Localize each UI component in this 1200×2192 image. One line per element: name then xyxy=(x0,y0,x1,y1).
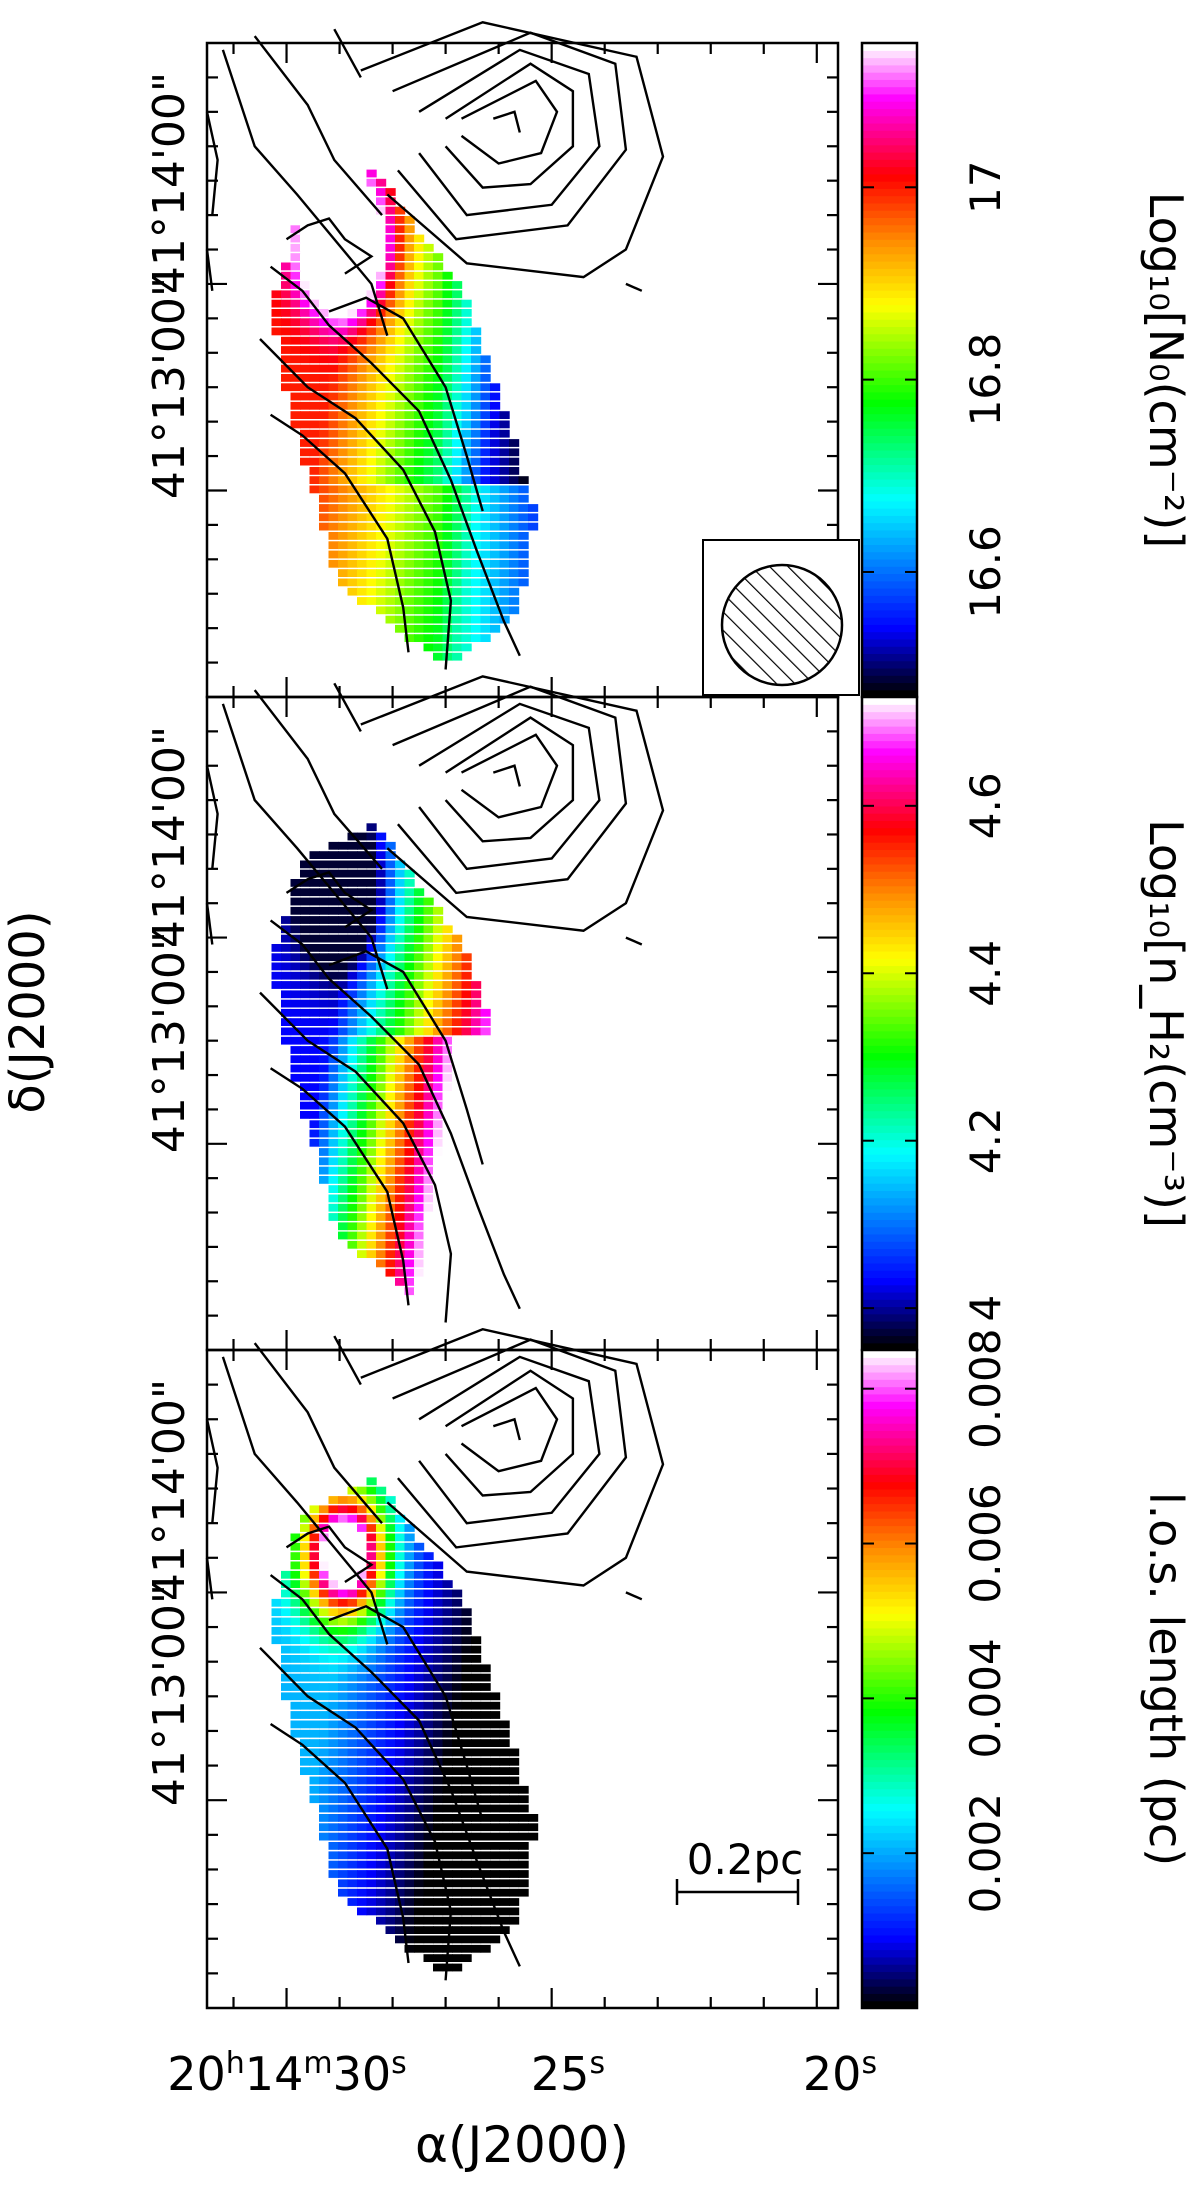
contour-line xyxy=(418,1355,601,1525)
contour-line xyxy=(269,919,521,1310)
colorbar-tick-label: 16.8 xyxy=(961,333,1010,427)
contour-line xyxy=(625,936,643,946)
y-tick-label: 41°13'00" xyxy=(144,931,195,1153)
colorbar-tick-label: 0.008 xyxy=(961,1329,1010,1449)
contour-line xyxy=(444,1369,575,1497)
colorbar-label: Log₁₀[N₀(cm⁻²)] xyxy=(1139,192,1193,549)
y-tick-label: 41°14'00" xyxy=(144,72,195,294)
colorbar-tick-label: 0.006 xyxy=(961,1483,1010,1603)
contour-line xyxy=(259,991,453,1323)
contour-line xyxy=(460,733,559,819)
beam-box xyxy=(702,539,860,696)
colorbar-nH2: 4 4.2 4.4 4.6 Log₁₀[n_H₂(cm⁻³)] xyxy=(860,695,1193,1352)
contour-line xyxy=(444,62,575,189)
y-tick-label: 41°14'00" xyxy=(144,1379,195,1601)
colorbar-tick-label: 4.4 xyxy=(961,940,1010,1007)
panel-frame xyxy=(205,1348,840,2010)
contour-line xyxy=(205,111,219,216)
contour-line xyxy=(269,1067,410,1306)
scale-bar-label: 0.2pc xyxy=(687,1835,804,1884)
contour-line xyxy=(285,1525,374,1584)
contour-line xyxy=(328,296,484,512)
colorbar-tick-label: 16.6 xyxy=(961,525,1010,619)
contour-line xyxy=(360,21,665,279)
contour-line xyxy=(259,1646,453,1981)
contours-N0 xyxy=(205,21,665,670)
contour-line xyxy=(259,338,453,670)
heatmap-nH2 xyxy=(271,823,539,1314)
contour-line xyxy=(221,703,389,990)
heatmap-los xyxy=(271,1477,539,1972)
panel-ticks xyxy=(207,1350,838,2008)
colorbar-tick-label: 4.2 xyxy=(961,1107,1010,1174)
contour-line xyxy=(392,685,628,895)
contour-line xyxy=(269,1574,521,1967)
colorbar-tick-label: 17 xyxy=(961,161,1010,214)
colorbar-los: 0.002 0.004 0.006 0.008 l.o.s. length (pc) xyxy=(860,1329,1193,2010)
contour-line xyxy=(328,1604,484,1822)
panel-column-density: 41°14'00"41°13'00" 16.6 16.8 17 Log₁₀[N₀(cm⁻… xyxy=(144,21,1193,699)
panel-los-length: 41°14'00"41°13'00" 0.002 0.004 0.006 0.008 l.… xyxy=(144,1327,1193,2010)
colorbar-N0: 16.6 16.8 17 Log₁₀[N₀(cm⁻²)] xyxy=(860,41,1193,699)
contour-line xyxy=(360,1327,665,1587)
x-tick-label-30s: 20h14m30s xyxy=(167,2046,407,2102)
contour-line xyxy=(253,1342,383,1524)
contour-line xyxy=(492,110,521,133)
x-tick-label-20s: 20s xyxy=(803,2046,877,2102)
colorbar-tick-label: 4.6 xyxy=(961,772,1010,839)
contours-nH2 xyxy=(205,675,665,1323)
contour-line xyxy=(460,79,559,165)
contour-line xyxy=(253,35,383,216)
contour-line xyxy=(625,282,643,292)
contour-line xyxy=(392,31,628,241)
contour-line xyxy=(221,1356,389,1645)
contour-line xyxy=(269,1722,410,1964)
colorbar-tick-label: 4 xyxy=(961,1295,1010,1322)
colorbar-tick-label: 0.004 xyxy=(961,1638,1010,1758)
panel-volume-density: 41°14'00"41°13'00" 4 4.2 4.4 4.6 Log₁₀[n_H₂(c… xyxy=(144,675,1193,1352)
contours-los xyxy=(205,1327,665,1981)
contour-line xyxy=(205,1419,219,1524)
contour-line xyxy=(269,265,521,657)
contour-line xyxy=(418,48,601,217)
contour-line xyxy=(444,716,575,843)
colorbar-label: Log₁₀[n_H₂(cm⁻³)] xyxy=(1139,819,1193,1228)
colorbar-label: l.o.s. length (pc) xyxy=(1139,1492,1193,1866)
contour-line xyxy=(285,217,374,275)
scale-bar: 0.2pc xyxy=(675,1835,804,1905)
contour-line xyxy=(360,675,665,932)
heatmap-N0 xyxy=(271,169,539,661)
contour-line xyxy=(253,689,383,870)
contour-line xyxy=(328,949,484,1165)
contour-line xyxy=(285,870,374,929)
y-tick-label: 41°13'00" xyxy=(144,1584,195,1806)
y-tick-label: 41°13'00" xyxy=(144,277,195,499)
y-axis-label: δ(J2000) xyxy=(0,910,56,1113)
contour-line xyxy=(333,28,362,78)
colorbar-tick-label: 0.002 xyxy=(961,1793,1010,1913)
x-tick-label-25s: 25s xyxy=(531,2046,605,2102)
contour-line xyxy=(418,702,601,871)
contour-line xyxy=(492,764,521,787)
contour-line xyxy=(269,413,410,653)
contour-line xyxy=(625,1591,643,1601)
panel-ticks xyxy=(207,697,838,1350)
y-tick-label: 41°14'00" xyxy=(144,726,195,948)
contour-line xyxy=(333,682,362,732)
contour-line xyxy=(205,765,219,869)
x-axis-label: α(J2000) xyxy=(415,2116,629,2174)
contour-line xyxy=(492,1417,521,1441)
contour-line xyxy=(221,49,389,336)
contour-line xyxy=(460,1386,559,1473)
contour-line xyxy=(392,1338,628,1549)
contour-line xyxy=(333,1335,362,1386)
beam-ellipse xyxy=(722,565,842,685)
